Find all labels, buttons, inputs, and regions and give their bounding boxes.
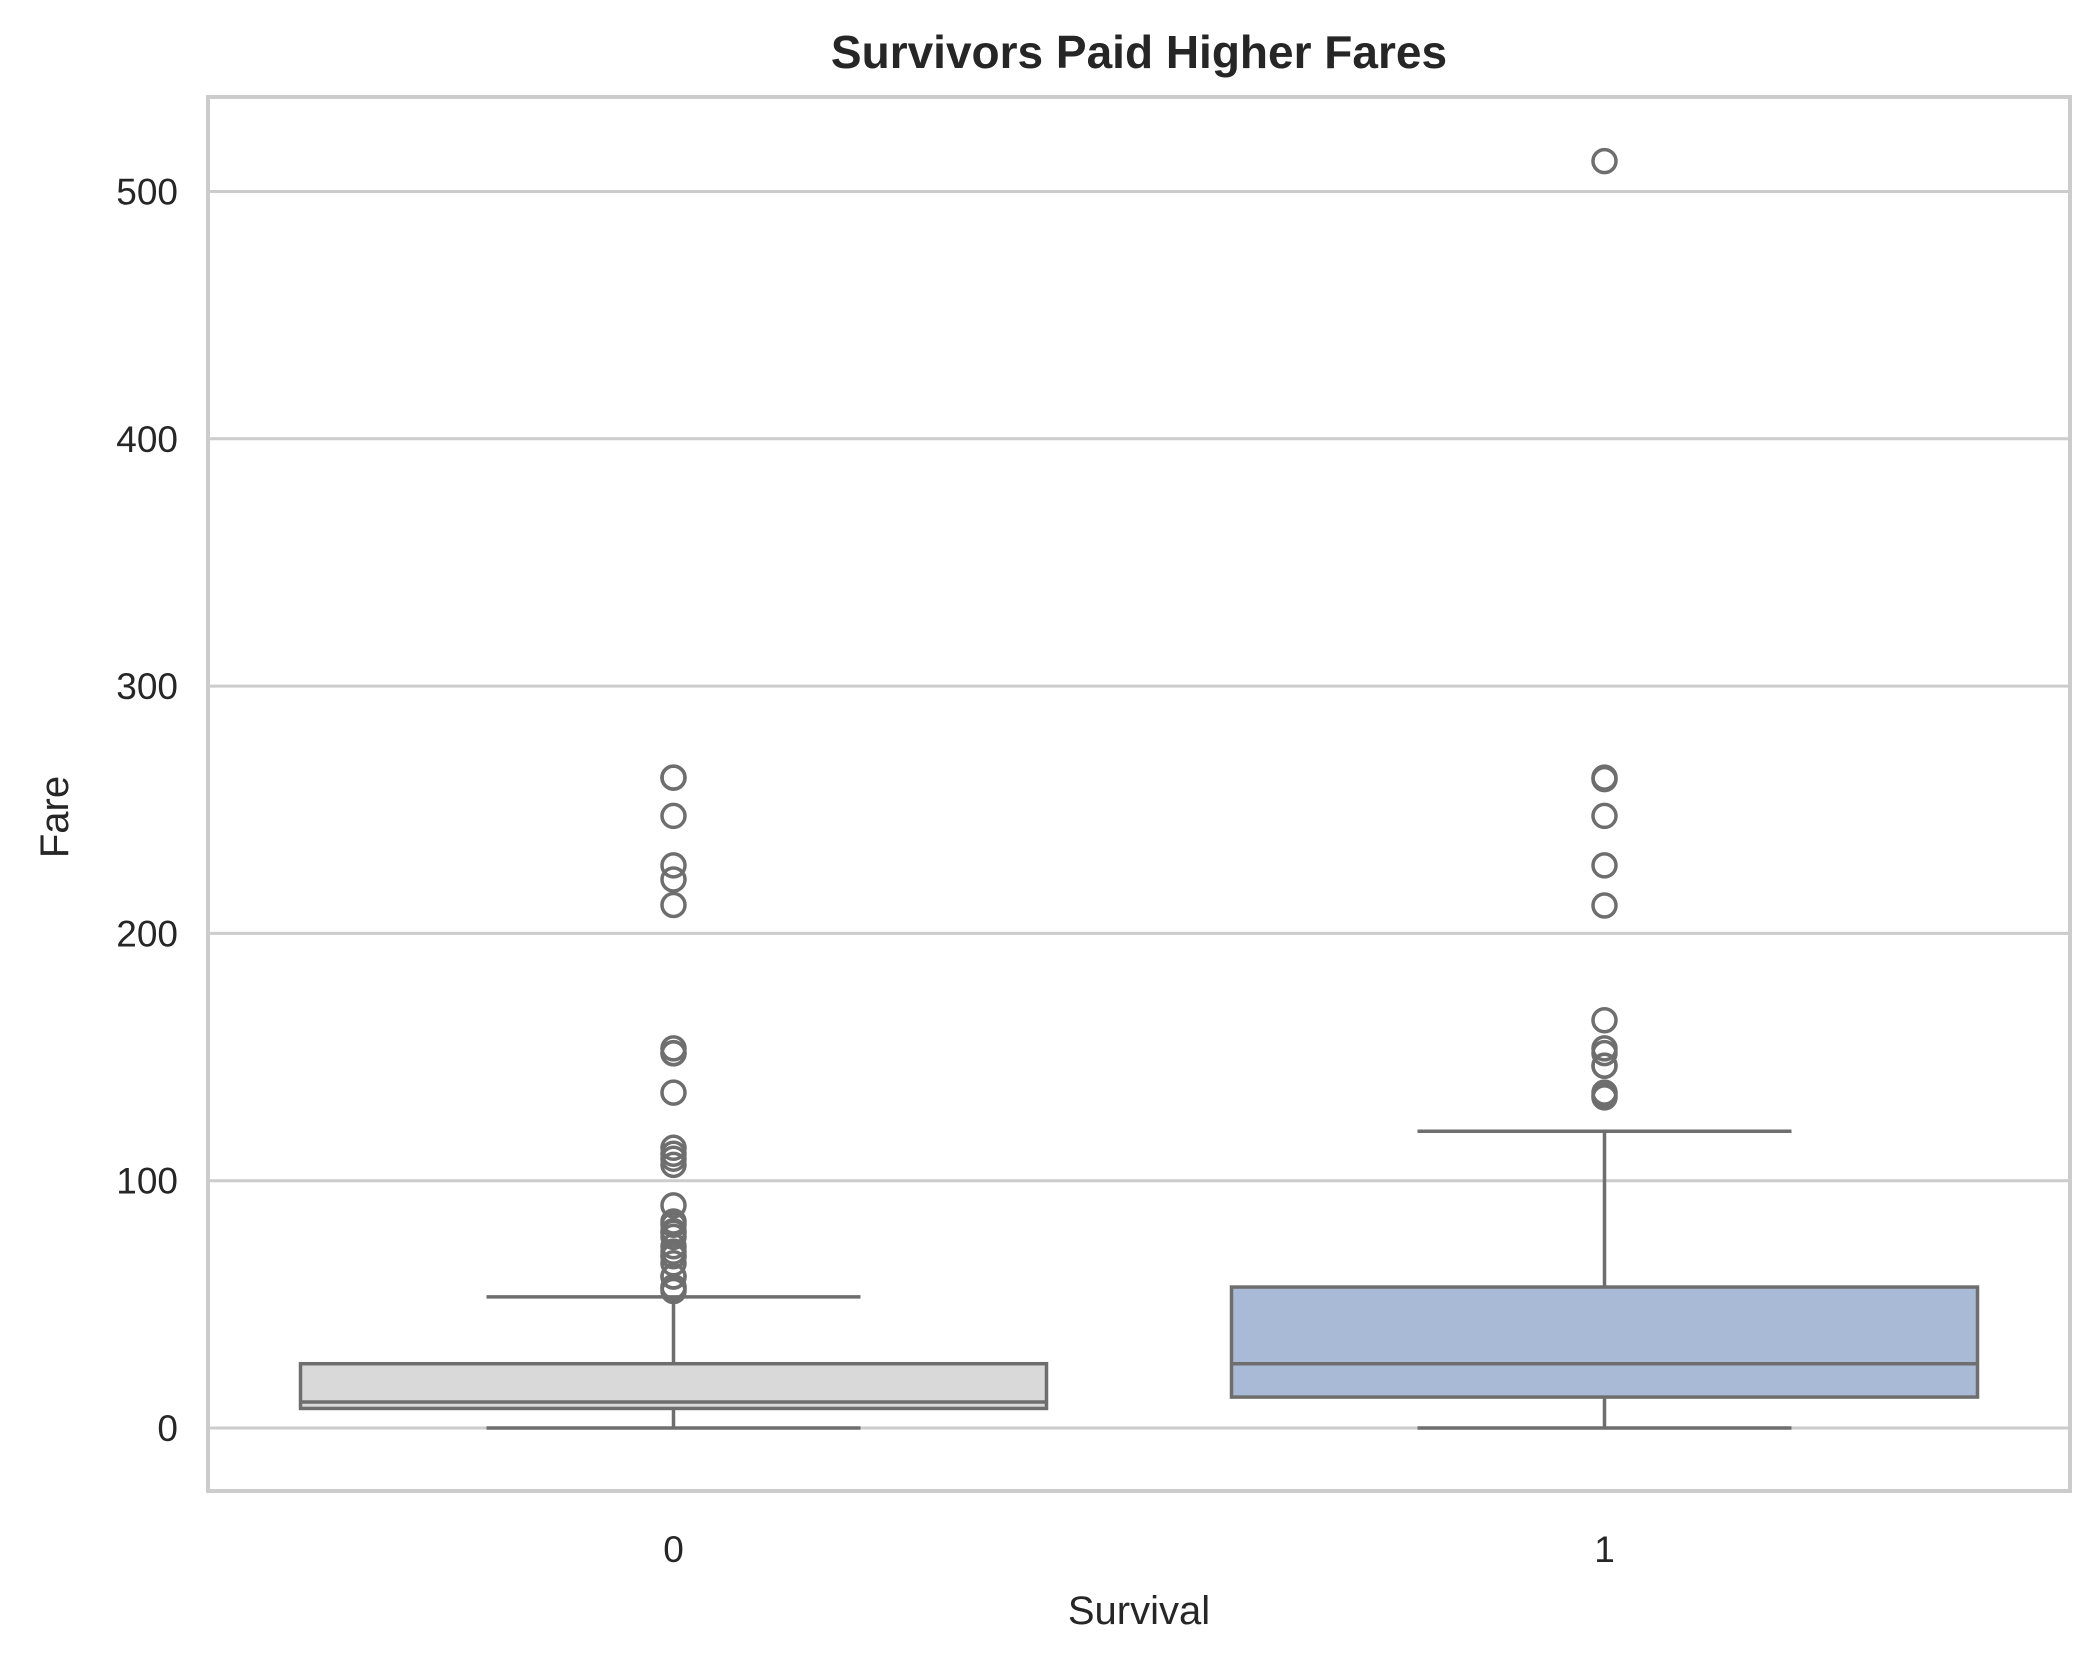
outlier-point [660, 1223, 687, 1251]
x-axis-label: Survival [1068, 1589, 1210, 1633]
plot-marks [298, 147, 1980, 1430]
box-group-1 [1229, 147, 1980, 1430]
y-tick-label: 200 [116, 913, 178, 954]
y-tick-label: 400 [116, 419, 178, 460]
box-group-0 [298, 764, 1049, 1430]
outlier-point [660, 891, 687, 919]
outlier-point [660, 852, 687, 879]
outlier-point [1591, 1006, 1618, 1034]
grid-lines [208, 190, 2070, 1430]
outlier-point [660, 764, 687, 791]
iqr-box [1229, 1285, 1980, 1399]
outlier-point [660, 1242, 687, 1270]
outlier-point [660, 866, 687, 893]
y-tick-label: 100 [116, 1161, 178, 1202]
chart-title: Survivors Paid Higher Fares [831, 26, 1447, 78]
y-axis-label: Fare [33, 776, 77, 858]
outlier-point [1591, 892, 1618, 919]
y-tick-label: 0 [157, 1408, 178, 1449]
outlier-point [660, 1192, 687, 1219]
outlier-point [1591, 1039, 1618, 1067]
outlier-point [660, 1151, 687, 1179]
outlier-point [660, 1277, 687, 1305]
plot-frame [206, 95, 2072, 1493]
outlier-point [1591, 147, 1618, 175]
outlier-point [1591, 1084, 1618, 1111]
outlier-point [1591, 852, 1618, 879]
tick-labels: 0 100 200 300 400 500 0 1 [116, 172, 1615, 1571]
outlier-point [660, 1079, 687, 1106]
x-tick-label: 0 [663, 1529, 684, 1570]
outlier-point [660, 1040, 687, 1067]
outlier-point [1591, 765, 1618, 793]
outlier-point [660, 802, 687, 830]
y-tick-label: 500 [116, 172, 178, 213]
outlier-point [1591, 1052, 1618, 1079]
y-tick-label: 300 [116, 666, 178, 707]
outlier-point [1591, 802, 1618, 830]
x-tick-label: 1 [1594, 1529, 1615, 1570]
outlier-point [660, 1263, 687, 1290]
